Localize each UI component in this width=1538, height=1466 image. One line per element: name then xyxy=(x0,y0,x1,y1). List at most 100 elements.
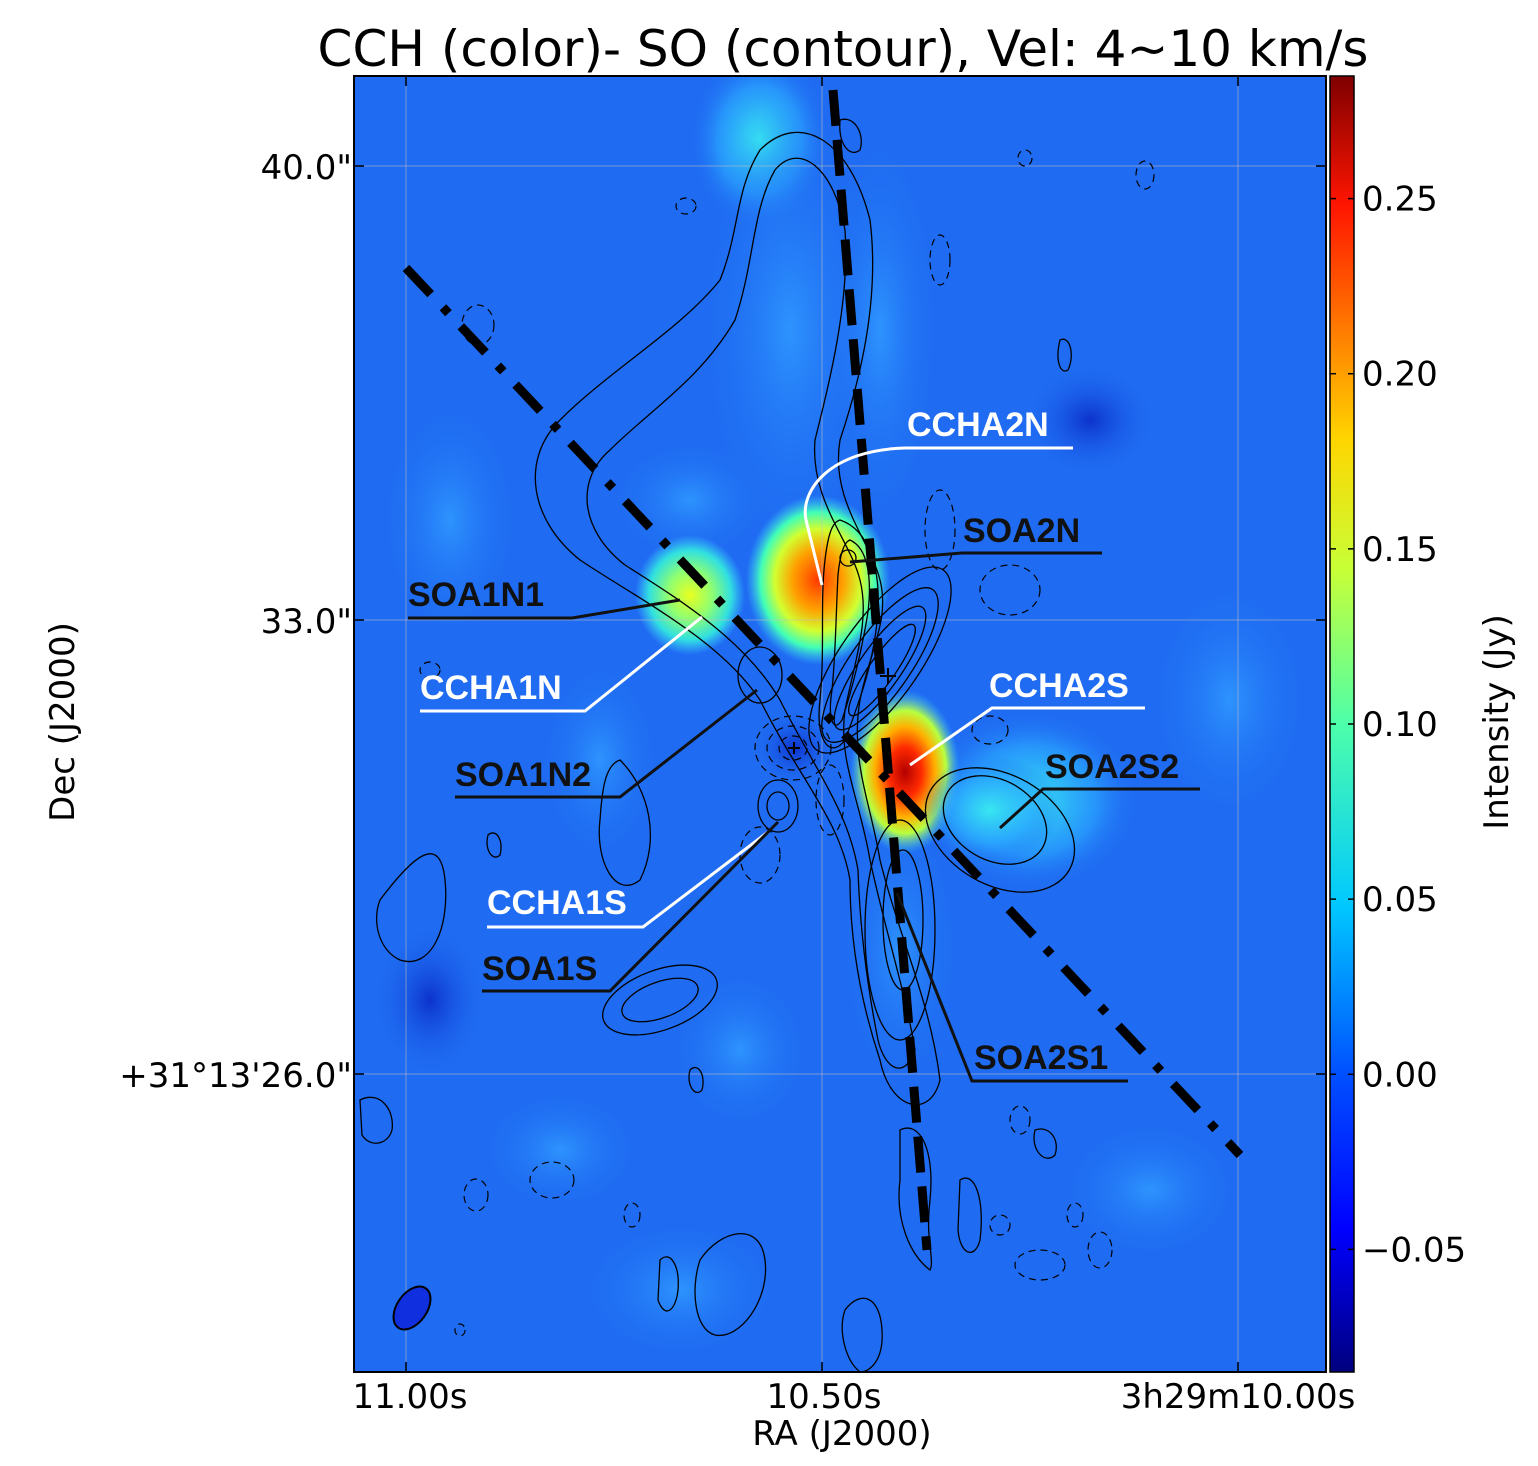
so-contour xyxy=(376,853,447,963)
so-contour xyxy=(942,775,1048,865)
plot-frame xyxy=(353,75,1327,1373)
y-tick-label: +31°13'26.0" xyxy=(119,1056,352,1096)
so-contour xyxy=(829,539,871,726)
ccha1n-peak xyxy=(635,535,745,655)
label-soa1n2: SOA1N2 xyxy=(455,756,591,794)
label-soa2s2: SOA2S2 xyxy=(1045,748,1179,786)
emission-blob xyxy=(1060,1120,1240,1260)
so-contour xyxy=(1057,338,1072,372)
outflow-axes xyxy=(402,89,1244,1251)
label-soa1s: SOA1S xyxy=(482,950,597,988)
so-negative-contour xyxy=(989,1214,1011,1236)
so-contour xyxy=(737,646,783,704)
so-contour xyxy=(898,1127,933,1271)
so-contour xyxy=(598,759,652,886)
x-tick-label: 10.50s xyxy=(766,1377,881,1417)
chart-title: CCH (color)- SO (contour), Vel: 4~10 km/… xyxy=(318,20,1369,78)
plot-area xyxy=(354,76,1326,1372)
colorbar-label: Intensity (Jy) xyxy=(1477,614,1517,829)
outflow-axis-2 xyxy=(828,89,932,1251)
soa2s2-leader xyxy=(998,787,1200,830)
label-ccha2n: CCHA2N xyxy=(907,406,1049,444)
label-soa1n1: SOA1N1 xyxy=(408,576,544,614)
label-soa2s1: SOA2S1 xyxy=(974,1039,1108,1077)
axis-tick-marks xyxy=(354,76,1326,1372)
emission-blob xyxy=(1150,580,1310,820)
so-contour xyxy=(1033,1128,1057,1159)
so-negative-contour xyxy=(924,489,956,571)
so-negative-contour xyxy=(529,1161,575,1199)
so-negative-contour xyxy=(1014,1249,1066,1281)
so-negative-contours xyxy=(419,149,1155,1337)
y-tick-label: 40.0" xyxy=(261,148,352,188)
soa2s2-glow xyxy=(920,755,1060,865)
so-negative-contour xyxy=(463,1178,489,1212)
colorbar-tick-label: 0.15 xyxy=(1362,530,1438,570)
intensity-field xyxy=(370,76,1310,1360)
emission-blob xyxy=(670,970,810,1130)
so-negative-contour xyxy=(754,715,832,781)
soa1n2-leader xyxy=(455,688,758,799)
so-contour xyxy=(688,1066,704,1094)
so-contour xyxy=(957,1177,982,1253)
so-negative-contour xyxy=(1135,160,1155,190)
ccha2n-peak xyxy=(746,495,890,665)
so-contour xyxy=(808,566,952,754)
emission-blob xyxy=(580,1220,780,1360)
annotation-labels: CCHA2N SOA2N SOA1N1 CCHA1N CCHA2S SOA1N2… xyxy=(408,406,1179,1077)
so-negative-contour xyxy=(1087,1231,1113,1269)
so-negative-contour xyxy=(929,234,951,286)
so-negative-contour xyxy=(778,735,808,761)
outflow-axis-1 xyxy=(402,264,1244,1159)
so-contour xyxy=(839,549,857,567)
so-contour xyxy=(694,1232,767,1336)
so-contour xyxy=(848,623,916,717)
beam-ellipse xyxy=(392,1285,432,1331)
label-soa2n: SOA2N xyxy=(963,512,1080,550)
source-marker xyxy=(788,668,896,754)
ccha1n-leader xyxy=(420,615,703,713)
so-contour xyxy=(486,832,502,858)
so-contour xyxy=(839,118,862,153)
so-negative-contour xyxy=(971,715,1009,745)
label-ccha1n: CCHA1N xyxy=(420,669,562,707)
so-contours xyxy=(359,118,1076,1372)
so-negative-contour xyxy=(454,1323,466,1337)
so-contour xyxy=(534,131,941,1106)
y-tick-labels: 40.0" 33.0" +31°13'26.0" xyxy=(119,148,352,1096)
soa2n-leader xyxy=(849,551,1102,564)
so-contour xyxy=(602,964,718,1036)
so-contour xyxy=(757,779,799,833)
annotation-leaders xyxy=(408,446,1200,1083)
ccha2n-leader xyxy=(803,446,1073,586)
so-negative-contour xyxy=(623,1202,641,1228)
soa2s1-leader xyxy=(895,892,1128,1083)
so-negative-contour xyxy=(815,764,845,836)
ccha1s-leader xyxy=(487,830,769,929)
colorbar-tick-label: 0.10 xyxy=(1362,705,1438,745)
colorbar-tick-label: −0.05 xyxy=(1362,1230,1466,1270)
x-tick-label: 3h29m10.00s xyxy=(1121,1377,1356,1417)
so-negative-contour xyxy=(979,564,1041,616)
so-negative-contour xyxy=(1017,149,1033,167)
so-contour xyxy=(586,157,916,1069)
so-contour xyxy=(359,1096,394,1144)
so-negative-contour xyxy=(419,661,441,679)
so-contour xyxy=(766,791,790,821)
soa1n1-leader xyxy=(408,598,681,620)
x-tick-labels: 11.00s 10.50s 3h29m10.00s xyxy=(352,1377,1355,1417)
colorbar-tick-label: 0.20 xyxy=(1362,355,1438,395)
colorbar: 0.25 0.20 0.15 0.10 0.05 0.00 −0.05 Intensity … xyxy=(1329,75,1517,1373)
so-contour xyxy=(621,977,699,1023)
so-negative-contour xyxy=(675,197,697,215)
emission-blob xyxy=(610,440,770,560)
y-axis-label: Dec (J2000) xyxy=(43,622,83,822)
absorption-dip xyxy=(370,920,490,1080)
colorbar-tick-label: 0.25 xyxy=(1362,180,1438,220)
so-contour xyxy=(833,605,927,731)
so-contour xyxy=(924,767,1076,893)
colorbar-tick-label: 0.00 xyxy=(1362,1055,1438,1095)
so-negative-contour xyxy=(1009,1105,1031,1135)
emission-blob xyxy=(380,400,520,640)
